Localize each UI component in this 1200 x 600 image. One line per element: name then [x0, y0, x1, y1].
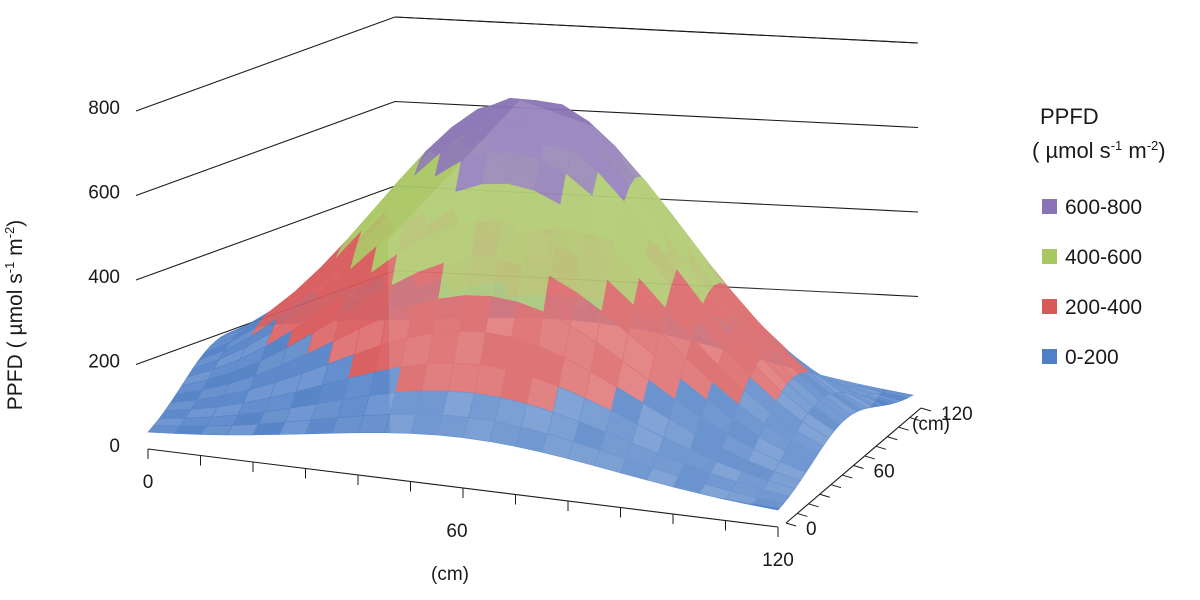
z-axis-title: PPFD ( µmol s-1 m-2) — [2, 220, 27, 410]
z-tick-label-200: 200 — [88, 352, 120, 373]
ppfd-surface — [147, 97, 930, 511]
surface-facet — [751, 497, 785, 511]
chart-gridlines — [135, 16, 919, 366]
z-gridline-800 — [135, 16, 919, 112]
z-tick-label-400: 400 — [88, 267, 120, 288]
legend-swatch-400-600 — [1042, 249, 1057, 264]
y-tick-label-120: 120 — [941, 404, 973, 425]
y-tick-mark — [853, 465, 864, 469]
y-tick-label-60: 60 — [874, 462, 895, 483]
x-tick-label-60: 60 — [446, 521, 467, 542]
y-tick-mark — [808, 503, 819, 508]
z-gridline-600 — [135, 100, 919, 197]
chart-axes: 0 200 400 600 800 0 60 120 0 60 120 — [88, 98, 972, 571]
y-tick-mark — [842, 474, 853, 479]
legend-title-line1: PPFD — [1040, 104, 1099, 129]
y-tick-mark — [909, 417, 920, 422]
legend-label-400-600: 400-600 — [1065, 246, 1142, 269]
y-tick-mark — [875, 445, 887, 450]
y-tick-mark — [887, 436, 898, 441]
y-tick-label-0: 0 — [806, 519, 817, 540]
z-tick-label-600: 600 — [88, 183, 120, 204]
legend-swatch-0-200 — [1042, 349, 1057, 364]
legend-label-600-800: 600-800 — [1065, 196, 1142, 219]
y-tick-mark — [864, 455, 875, 460]
legend-swatch-200-400 — [1042, 299, 1057, 314]
x-tick-label-120: 120 — [762, 550, 794, 571]
y-tick-mark — [797, 512, 808, 517]
y-tick-mark — [785, 522, 797, 527]
y-tick-mark — [819, 493, 830, 498]
legend-title-line2: ( µmol s-1 m-2) — [1032, 138, 1166, 163]
x-tick-label-0: 0 — [143, 472, 154, 493]
legend-label-200-400: 200-400 — [1065, 296, 1142, 319]
z-tick-label-0: 0 — [109, 436, 120, 457]
surface-highlight — [388, 100, 930, 510]
y-tick-mark — [830, 484, 842, 489]
y-tick-mark — [898, 426, 909, 431]
surface-mesh — [147, 97, 914, 511]
y-tick-mark — [920, 407, 932, 412]
z-tick-label-800: 800 — [88, 98, 120, 119]
y-axis-title: (cm) — [912, 414, 950, 435]
chart-legend: PPFD ( µmol s-1 m-2) 600-800 400-600 200-4… — [1032, 104, 1166, 369]
x-axis-title: (cm) — [431, 564, 469, 585]
legend-swatch-600-800 — [1042, 199, 1057, 214]
back-wall-top-edge — [394, 16, 919, 44]
legend-label-0-200: 0-200 — [1065, 346, 1119, 369]
